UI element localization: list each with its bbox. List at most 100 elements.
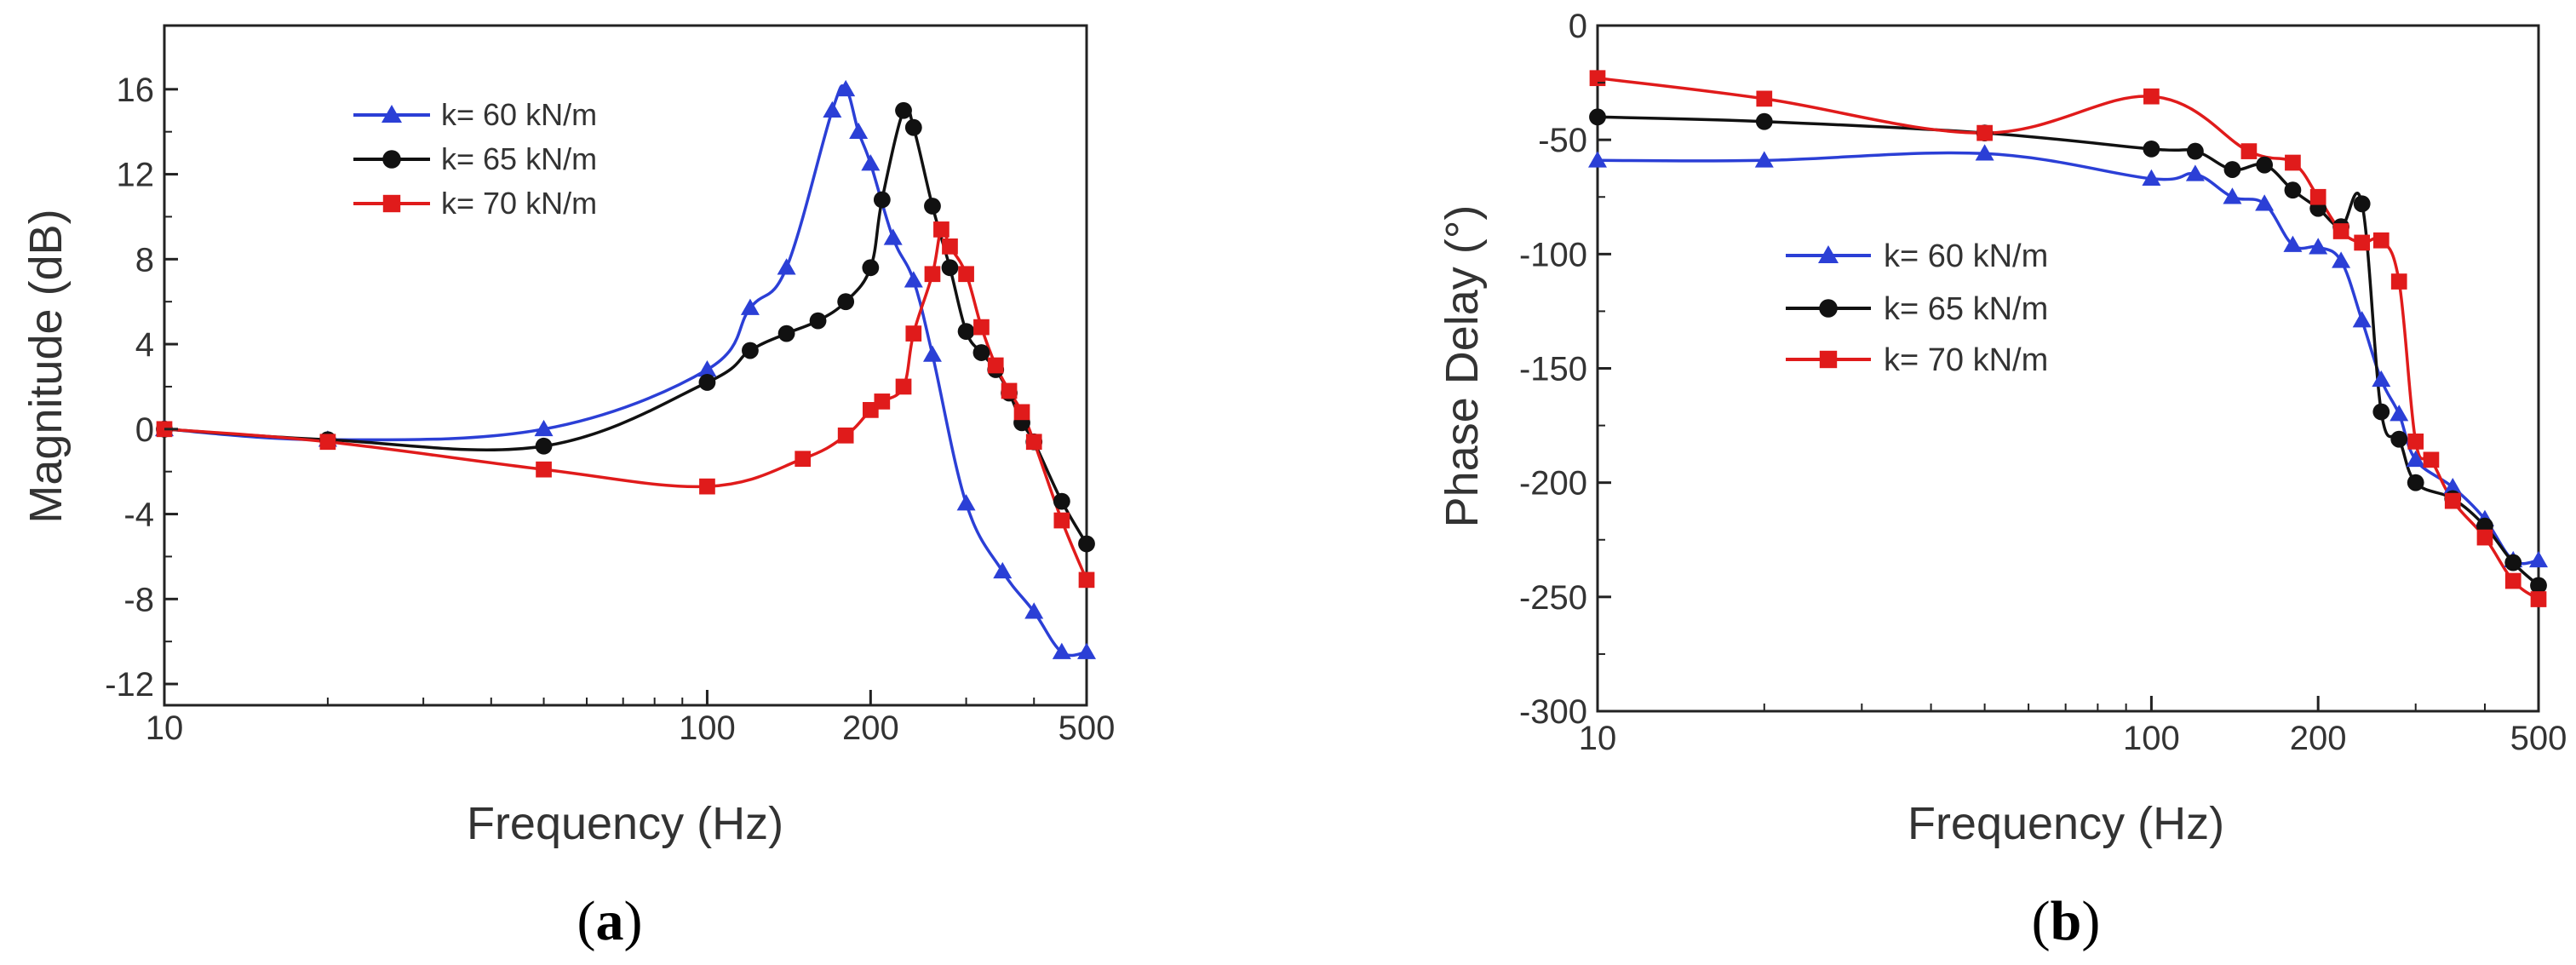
panel-a-series-k70-line <box>164 227 1088 581</box>
panel-a-series-k70-point <box>924 266 941 283</box>
panel-b-series-k60-point <box>2255 194 2275 211</box>
panel-a-series-k65-point <box>1078 535 1095 553</box>
panel-a-series-k60-point <box>849 122 869 139</box>
panel-a-series-k60-point <box>1077 642 1096 659</box>
panel-a-series-k60-point <box>823 101 842 118</box>
panel-b-series-k65-point <box>2186 142 2204 160</box>
panel-b-y-tick-label: -250 <box>1519 579 1587 617</box>
panel-b-series-k65-point <box>2372 403 2390 421</box>
panel-b-series-k65-point <box>2407 474 2424 491</box>
panel-b-series-k60-point <box>1588 151 1607 168</box>
panel-b-series-k70-point <box>2530 591 2547 607</box>
panel-a-y-tick-label: 4 <box>135 326 154 364</box>
panel-a-series-k60-point <box>956 494 976 511</box>
panel-b-series-k70-point <box>2240 143 2258 159</box>
panel-b-series-k70-point <box>2390 273 2407 290</box>
panel-b-series-k60-point <box>2223 187 2242 204</box>
panel-b-series-k70-point <box>2143 88 2160 105</box>
panel-b-x-tick-label: 100 <box>2123 720 2180 757</box>
legend-a-k60-label: k= 60 kN/m <box>441 97 597 132</box>
panel-b-y-tick-label: 0 <box>1569 8 1587 45</box>
legend-b-k60-label: k= 60 kN/m <box>1884 238 2048 274</box>
panel-a-series-k70-point <box>895 378 912 395</box>
panel-a-series-k60-point <box>697 359 717 377</box>
panel-a-x-axis-label: Frequency (Hz) <box>467 798 783 849</box>
panel-a-series-k70-point <box>536 461 552 478</box>
panel-a-series-k65-point <box>862 259 880 277</box>
panel-b-series-k70-point <box>1976 124 1993 141</box>
panel-a-series-k60-point <box>740 298 760 315</box>
panel-b-series-k70-point <box>2372 232 2390 249</box>
panel-a-series-k60-point <box>883 228 903 245</box>
panel-b-y-tick-label: -150 <box>1519 351 1587 388</box>
panel-a-series-k60-point <box>1024 602 1044 619</box>
panel-a-series-k70-point <box>933 221 950 238</box>
panel-a-series-k70-point <box>699 478 715 495</box>
panel-a-series-k65-point <box>698 374 716 391</box>
legend-a-k65-label: k= 65 kN/m <box>441 141 597 176</box>
panel-a-series-k65-line <box>164 103 1088 545</box>
panel-b-series-k70-point <box>2423 451 2440 468</box>
panel-b-series-k60-point <box>2390 405 2409 422</box>
panel-a-y-tick-label: -12 <box>105 666 154 704</box>
panel-a-series-k70-point <box>1013 404 1030 421</box>
panel-b-y-tick-label: -100 <box>1519 236 1587 273</box>
panel-b-series-k70-point <box>2407 434 2424 450</box>
panel-b-series-k60-point <box>2529 550 2548 568</box>
panel-b-series-k65-point <box>1755 112 1773 130</box>
panel-b-x-tick-label: 200 <box>2290 720 2347 757</box>
panel-a-series-k70-point <box>319 434 336 451</box>
panel-b-y-tick-label: -50 <box>1538 122 1587 159</box>
panel-b-plot-area <box>1596 24 2540 713</box>
panel-b-series-k65-point <box>1589 108 1606 126</box>
panel-b-series-k65-point <box>2530 577 2547 595</box>
panel-a-series-k65-point <box>837 293 855 311</box>
panel-b-series-k70-point <box>1756 90 1773 107</box>
panel-a-series-k65-point <box>972 344 990 361</box>
panel-b-series-k65-point <box>2504 554 2522 572</box>
legend-b-k60-marker <box>1818 245 1839 263</box>
panel-a-series-k60-point <box>777 258 796 275</box>
panel-a-series-k70-point <box>958 266 974 283</box>
panel-a-y-axis-label: Magnitude (dB) <box>20 209 72 523</box>
panel-a-y-tick-label: -4 <box>123 497 154 534</box>
panel-b-series-k70-point <box>2444 492 2461 509</box>
legend-b-k70-marker <box>1819 350 1838 369</box>
panel-a-x-tick-label: 500 <box>1059 709 1116 747</box>
panel-a-y-tick-label: 8 <box>135 241 154 279</box>
legend-a-k65-marker <box>382 150 401 169</box>
panel-b-series-k65-point <box>2223 161 2241 178</box>
panel-b-x-tick-label: 10 <box>1579 720 1617 757</box>
panel-b-series-k60-point <box>2185 164 2205 181</box>
panel-a-x-tick-label: 100 <box>679 709 736 747</box>
panel-b-series-k60-point <box>2372 370 2391 388</box>
panel-a-series-k60-point <box>861 154 881 171</box>
legend-b-k70-label: k= 70 kN/m <box>1884 342 2048 378</box>
panel-a-series-k60-point <box>904 271 923 288</box>
panel-b-caption: (b) <box>2032 890 2101 952</box>
panel-a-series-k60-point <box>1052 642 1071 659</box>
panel-a-series-k65-point <box>873 191 891 209</box>
panel-a-series-k60-line <box>164 84 1087 658</box>
panel-a-series-k65-point <box>904 118 922 136</box>
panel-a-series-k70-point <box>795 451 812 468</box>
panel-a-series-k70-point <box>987 357 1004 374</box>
panel-a-series-k65-point <box>742 342 759 359</box>
panel-b-series-k60-point <box>1754 151 1774 168</box>
panel-b-series-k60-point <box>2406 450 2425 468</box>
panel-b-series-k60-point <box>2352 311 2372 328</box>
panel-b-phase-chart: -300 -250 -200 -150 -100 -50 0 10 100 200 500 Freq… <box>1437 8 2567 952</box>
panel-b-legend: k= 60 kN/m k= 65 kN/m k= 70 kN/m <box>1786 238 2048 378</box>
panel-b-series-k65-line <box>1597 115 2540 587</box>
panel-a-x-tick-label: 200 <box>842 709 899 747</box>
panel-b-x-axis-label: Frequency (Hz) <box>1908 798 2224 849</box>
panel-a-y-tick-label: 16 <box>117 72 155 109</box>
panel-a-plot-area <box>163 24 1088 707</box>
panel-b-series-k70-point <box>2285 154 2301 171</box>
panel-a-series-k70-point <box>837 427 854 444</box>
panel-a-series-k65-point <box>809 312 827 330</box>
legend-b-k65-marker <box>1819 299 1838 318</box>
panel-a-series-k60-point <box>993 561 1013 579</box>
panel-b-y-axis-label: Phase Delay (°) <box>1437 205 1488 528</box>
panel-a-series-k70-point <box>973 319 990 336</box>
